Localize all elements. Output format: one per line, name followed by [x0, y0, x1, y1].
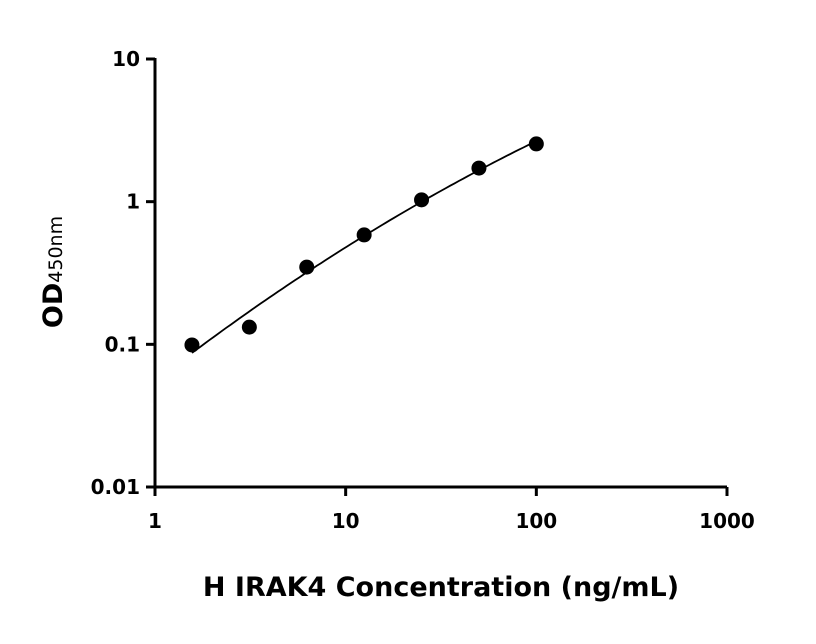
data-point	[528, 136, 544, 152]
y-tick-label: 10	[112, 47, 140, 71]
x-axis-title: H IRAK4 Concentration (ng/mL)	[203, 572, 679, 603]
data-point	[241, 319, 257, 335]
y-axis-title: OD450nm	[38, 216, 69, 328]
x-tick-label: 1	[148, 509, 162, 533]
data-point	[299, 259, 315, 275]
x-tick-label: 100	[515, 509, 557, 533]
data-point	[414, 192, 430, 208]
x-tick-label: 10	[332, 509, 360, 533]
y-tick-label: 1	[126, 190, 140, 214]
y-tick-label: 0.1	[105, 332, 140, 356]
axes	[153, 58, 727, 489]
data-point	[184, 337, 200, 353]
data-points	[184, 136, 544, 353]
ticks: 0.01 0.1 1 10 1 10 100 1000	[91, 47, 755, 533]
data-point	[471, 160, 487, 176]
x-tick-label: 1000	[699, 509, 755, 533]
y-axis-title-sub: 450nm	[45, 216, 67, 283]
y-tick-label: 0.01	[91, 475, 140, 499]
y-axis-title-main: OD	[38, 283, 69, 328]
data-point	[356, 227, 372, 243]
